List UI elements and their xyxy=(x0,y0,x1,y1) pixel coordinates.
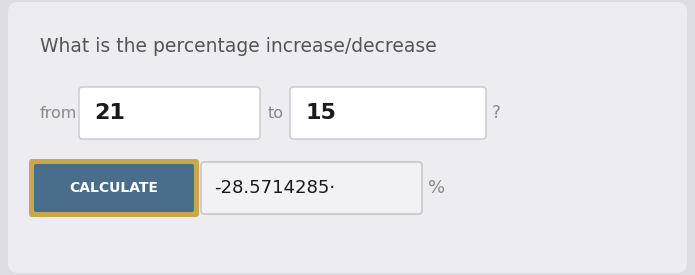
FancyBboxPatch shape xyxy=(29,159,199,217)
FancyBboxPatch shape xyxy=(8,2,687,273)
FancyBboxPatch shape xyxy=(201,162,422,214)
Text: to: to xyxy=(268,106,284,120)
FancyBboxPatch shape xyxy=(79,87,260,139)
Text: CALCULATE: CALCULATE xyxy=(70,181,158,195)
Text: What is the percentage increase/decrease: What is the percentage increase/decrease xyxy=(40,37,436,56)
Text: %: % xyxy=(428,179,445,197)
Text: 15: 15 xyxy=(305,103,336,123)
Text: 21: 21 xyxy=(94,103,125,123)
FancyBboxPatch shape xyxy=(34,164,194,212)
FancyBboxPatch shape xyxy=(290,87,486,139)
Text: ?: ? xyxy=(492,104,501,122)
Text: -28.5714285·: -28.5714285· xyxy=(214,179,335,197)
Text: from: from xyxy=(40,106,77,120)
